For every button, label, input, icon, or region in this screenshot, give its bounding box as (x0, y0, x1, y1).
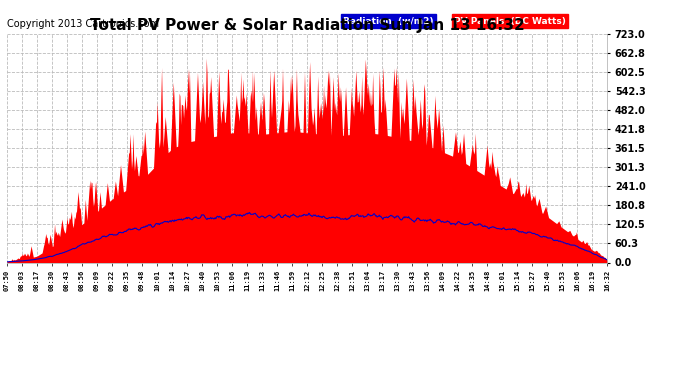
Text: PV Panels  (DC Watts): PV Panels (DC Watts) (454, 16, 566, 26)
Text: Copyright 2013 Cartronics.com: Copyright 2013 Cartronics.com (7, 19, 159, 29)
Text: Radiation  (w/m2): Radiation (w/m2) (343, 16, 433, 26)
Title: Total PV Power & Solar Radiation Sun Jan 13 16:32: Total PV Power & Solar Radiation Sun Jan… (90, 18, 524, 33)
